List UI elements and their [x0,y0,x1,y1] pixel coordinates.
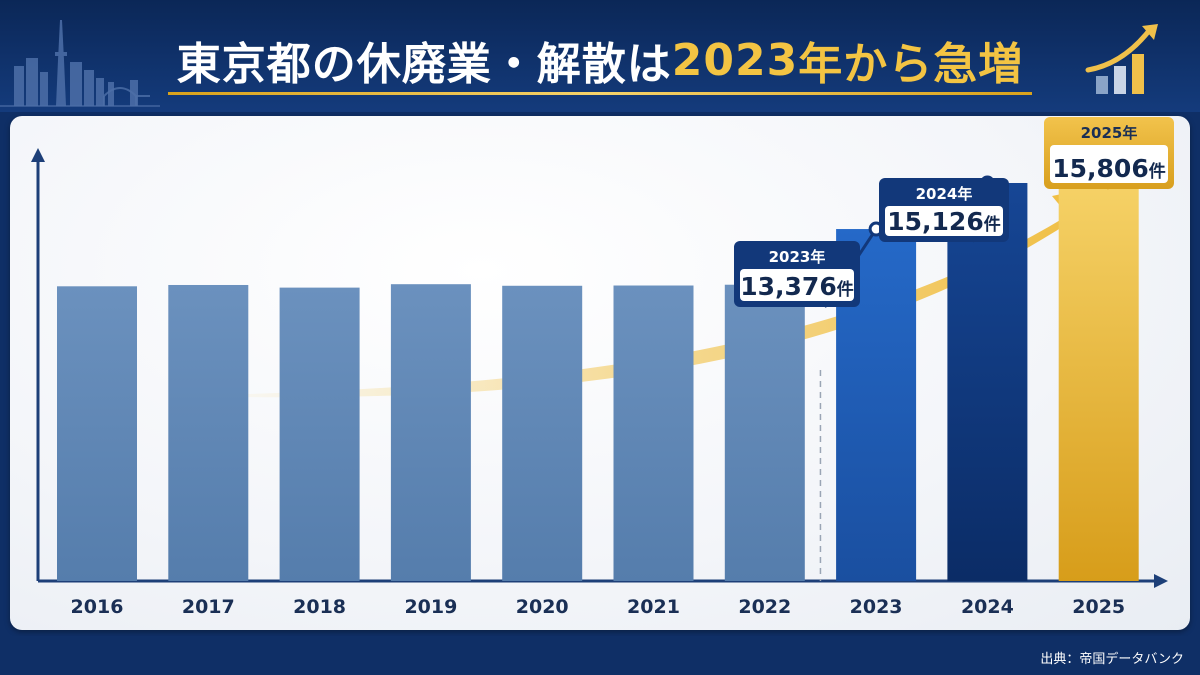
title-underline [168,92,1032,95]
bar-2024 [947,182,1028,581]
y-axis-arrowhead [31,148,45,162]
footer-bar [0,636,1200,675]
bar-2021 [613,285,694,581]
bar-2017 [168,284,249,581]
bar-2019 [390,284,471,581]
callout-unit-2025年: 件 [1149,161,1166,182]
callout-unit-2023年: 件 [837,279,854,300]
bar-2025 [1058,165,1139,582]
x-tick-label-2017: 2017 [182,596,235,618]
x-tick-label-2021: 2021 [627,596,680,618]
x-tick-label-2016: 2016 [71,596,124,618]
x-tick-label-2018: 2018 [293,596,346,618]
x-tick-label-2024: 2024 [961,596,1014,618]
growth-chart-icon [1085,24,1158,94]
x-tick-label-2025: 2025 [1072,596,1125,618]
callout-value-2023年: 13,376件 [740,272,853,301]
title-part-2: 2023 [671,34,799,86]
x-tick-label-2020: 2020 [516,596,569,618]
bar-2022 [724,284,805,581]
source-note: 出典：帝国データバンク [1040,652,1184,667]
callout-year-2023年: 2023年 [769,248,826,266]
x-tick-label-2022: 2022 [738,596,791,618]
callout-year-2025年: 2025年 [1081,124,1138,142]
tokyo-skyline-icon [0,20,160,107]
callout-unit-2024年: 件 [984,214,1001,235]
title-part-1: 東京都の休廃業・解散は [176,39,672,90]
bar-2020 [502,285,583,581]
callout-value-2024年: 15,126件 [887,207,1000,236]
bar-2016 [57,286,137,581]
page-title: 東京都の休廃業・解散は 2023 年から急増 [168,28,1032,92]
bar-2018 [279,287,360,581]
x-axis-arrowhead [1154,574,1168,588]
title-part-3: 年から急増 [798,39,1024,90]
callout-value-2025年: 15,806件 [1052,154,1165,183]
x-tick-label-2019: 2019 [404,596,457,618]
callout-year-2024年: 2024年 [916,185,973,203]
x-tick-label-2023: 2023 [850,596,903,618]
